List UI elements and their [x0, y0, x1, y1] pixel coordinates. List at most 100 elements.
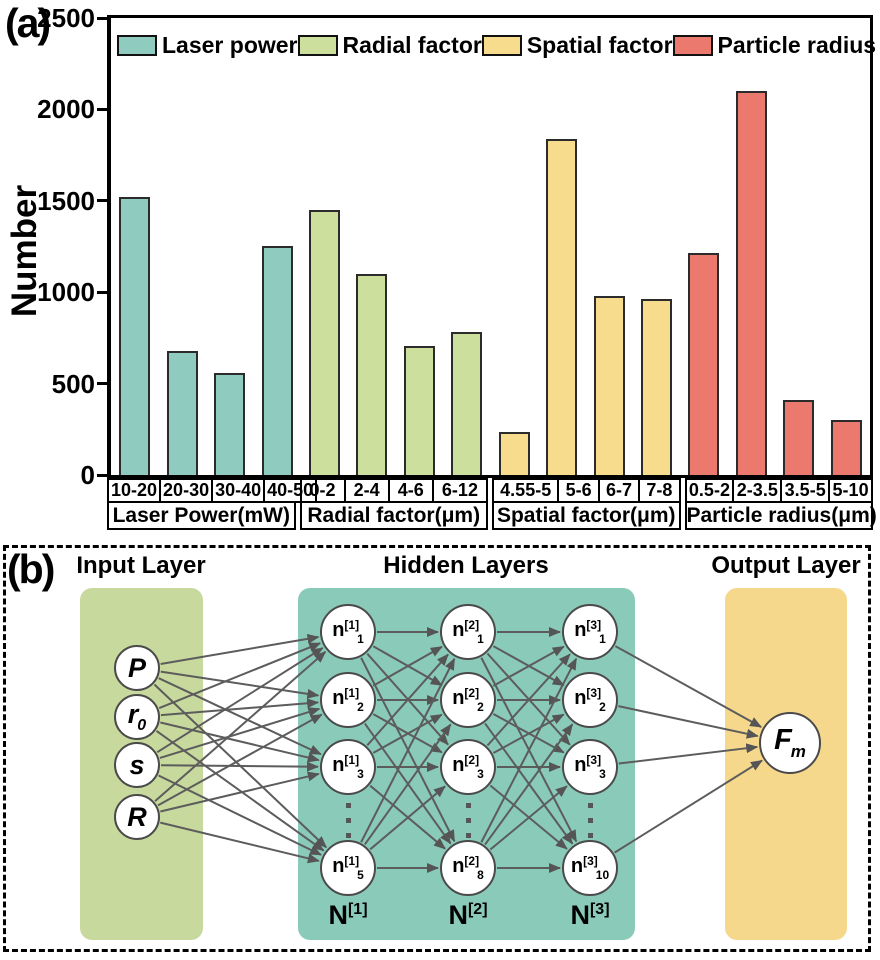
edge — [492, 645, 565, 687]
bars-container — [111, 18, 870, 475]
input-node-r: r0 — [114, 694, 160, 740]
bar-3.5-5 — [783, 400, 815, 475]
x-axis-group: 10-20 20-30 30-40 40-50 Laser Power(mW) — [107, 478, 318, 530]
hidden-node-1-5: n[1]5 — [320, 840, 376, 896]
hidden-column-label: N[2] — [448, 900, 488, 930]
edge — [159, 707, 321, 759]
legend-item: Particle radius — [672, 32, 876, 59]
ellipsis-dots — [587, 803, 593, 838]
edge — [372, 713, 443, 754]
x-bin-label: 10-20 — [107, 478, 162, 503]
hidden-node-3-3-label: n[3]3 — [574, 753, 606, 781]
x-bin-label: 3.5-5 — [780, 478, 831, 503]
hidden-node-1-3-label: n[1]3 — [332, 753, 364, 781]
x-group-label: Radial factor(μm) — [299, 501, 488, 530]
dot — [465, 833, 471, 838]
edge — [160, 698, 320, 717]
output-node-Fm-label: Fm — [774, 724, 806, 761]
x-bin-label: 0-2 — [299, 478, 346, 503]
legend-label: Laser power — [162, 32, 298, 58]
hidden-node-1-1-label: n[1]1 — [332, 618, 364, 646]
x-axis-group-tables: 10-20 20-30 30-40 40-50 Laser Power(mW) 0-2 2-… — [107, 478, 877, 530]
edge — [618, 705, 759, 739]
bar-2-4 — [356, 274, 388, 475]
edge — [369, 785, 446, 851]
output-node-Fm: Fm — [759, 712, 821, 774]
y-tick-mark — [97, 473, 107, 477]
edge — [158, 774, 322, 856]
x-bin-label: 6-12 — [431, 478, 489, 503]
bar-6-7 — [593, 296, 625, 475]
dot — [587, 818, 593, 823]
dot — [587, 833, 593, 838]
hidden-node-1-2-label: n[1]2 — [332, 686, 364, 714]
hidden-node-3-10-label: n[3]10 — [570, 854, 610, 882]
y-tick-mark — [97, 290, 107, 294]
bar-5-10 — [830, 420, 862, 475]
x-bin-label: 6-7 — [597, 478, 641, 503]
edge — [614, 759, 763, 854]
y-tick-label: 2000 — [37, 94, 95, 125]
bar-7-8 — [641, 299, 673, 475]
legend-swatch — [481, 35, 522, 56]
input-node-R: R — [114, 794, 160, 840]
hidden-node-3-1: n[3]1 — [562, 604, 618, 660]
panel-b-letter: (b) — [7, 546, 55, 592]
hidden-node-2-3: n[2]3 — [440, 739, 496, 795]
x-bin-label: 2-3.5 — [732, 478, 783, 503]
hidden-node-3-2: n[3]2 — [562, 672, 618, 728]
input-node-s-label: s — [129, 749, 145, 780]
x-bin-row: 10-20 20-30 30-40 40-50 — [107, 478, 318, 503]
edge — [480, 657, 578, 843]
y-tick-mark — [97, 107, 107, 111]
hidden-node-1-2: n[1]2 — [320, 672, 376, 728]
edge — [372, 645, 443, 687]
output-layer-heading: Output Layer — [711, 552, 861, 579]
bar-5-6 — [546, 139, 578, 475]
edge — [160, 821, 320, 864]
x-bin-label: 4.55-5 — [492, 478, 560, 503]
hidden-node-1-5-label: n[1]5 — [332, 854, 364, 882]
x-axis-group: 0.5-2 2-3.5 3.5-5 5-10 Particle radius(μm) — [684, 478, 877, 530]
x-bin-label: 5-6 — [557, 478, 600, 503]
network-connections — [153, 627, 763, 873]
edge — [489, 785, 568, 851]
edge — [160, 670, 320, 699]
edge — [160, 771, 320, 813]
hidden-node-3-1-label: n[3]1 — [574, 618, 606, 646]
edge — [160, 761, 320, 772]
hidden-node-2-2-label: n[2]2 — [452, 686, 484, 714]
x-bin-label: 20-30 — [159, 478, 214, 503]
edge — [366, 653, 449, 746]
bar-4-6 — [403, 346, 435, 475]
edge — [158, 677, 322, 756]
bar-0-2 — [308, 210, 340, 475]
dot — [587, 803, 593, 808]
dot — [345, 818, 351, 823]
hidden-node-3-10: n[3]10 — [562, 840, 618, 896]
bar-20-30 — [166, 351, 198, 475]
input-node-P-label: P — [127, 652, 146, 683]
legend-item: Radial factor — [297, 32, 482, 59]
ellipsis-dots — [465, 803, 471, 838]
bar-0.5-2 — [688, 253, 720, 475]
hidden-node-2-8: n[2]8 — [440, 840, 496, 896]
y-tick-label: 1500 — [37, 185, 95, 216]
edge — [156, 647, 324, 754]
hidden-node-2-3-label: n[2]3 — [452, 753, 484, 781]
y-tick-label: 500 — [51, 368, 95, 399]
input-node-R-label: R — [127, 801, 147, 832]
legend-item: Spatial factor — [481, 32, 673, 59]
x-group-label: Spatial factor(μm) — [492, 501, 681, 530]
dot — [465, 803, 471, 808]
legend-swatch — [297, 35, 338, 56]
panel-a-letter: (a) — [5, 0, 51, 46]
x-bin-label: 30-40 — [211, 478, 266, 503]
edge — [155, 730, 325, 852]
bar-30-40 — [214, 373, 246, 475]
edge — [614, 645, 763, 728]
edge — [154, 651, 327, 802]
y-tick-mark — [97, 16, 107, 20]
bar-2-3.5 — [735, 91, 767, 475]
